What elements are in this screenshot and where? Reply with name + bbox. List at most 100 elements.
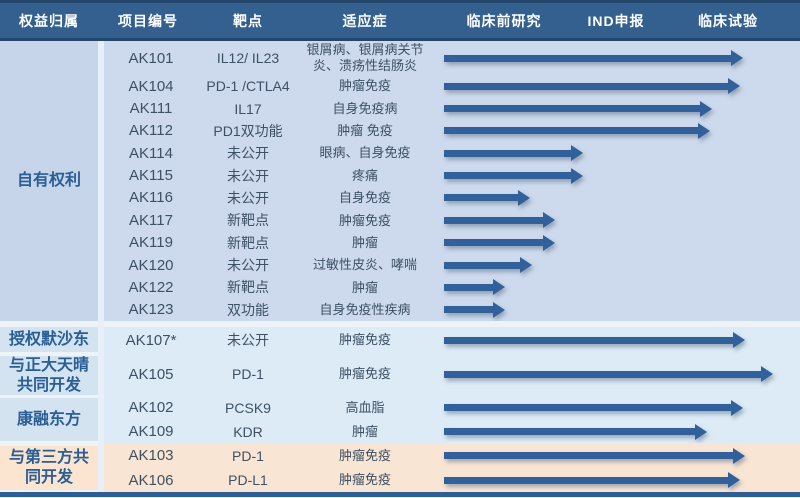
indication-value: 疼痛 (351, 167, 378, 183)
indication-value: 肿瘤免疫 (338, 472, 391, 488)
target-value: KDR (233, 423, 263, 440)
table-row: AK117 新靶点 肿瘤免疫 (104, 209, 800, 231)
table-row: AK105 PD-1 肿瘤免疫 (104, 353, 800, 395)
project-code: AK106 (128, 471, 174, 489)
header-ownership: 权益归属 (19, 12, 79, 29)
owner-label-third-party: 与第三方共同开发 (0, 446, 98, 490)
header-ind-filing: IND申报 (587, 12, 645, 29)
table-row: AK107* 未公开 肿瘤免疫 (104, 327, 800, 353)
project-code: AK120 (128, 256, 174, 274)
table-row: AK119 新靶点 肿瘤 (104, 232, 800, 254)
progress-arrow (444, 476, 728, 484)
progress-arrow (444, 404, 731, 411)
indication-value: 眼病、自身免疫 (319, 145, 411, 161)
project-code: AK111 (129, 100, 173, 118)
project-code: AK115 (129, 167, 173, 185)
target-value: 双功能 (227, 301, 269, 318)
section-licensed: 授权默沙东 与正大天晴共同开发 康融东方 AK107* 未公开 肿瘤免疫 AK1… (0, 327, 800, 443)
table-row: AK103 PD-1 肿瘤免疫 (104, 443, 800, 468)
bottom-border (0, 492, 800, 497)
target-value: 未公开 (227, 145, 269, 162)
progress-arrow (444, 336, 733, 344)
table-row: AK120 未公开 过敏性皮炎、哮喘 (104, 254, 800, 276)
progress-arrow (444, 216, 543, 224)
progress-arrow (444, 105, 700, 113)
project-code: AK105 (128, 365, 174, 383)
target-value: 新靶点 (227, 279, 269, 296)
table-row: AK104 PD-1 /CTLA4 肿瘤免疫 (104, 75, 800, 97)
table-row: AK111 IL17 自身免疫病 (104, 97, 800, 119)
progress-arrow (444, 194, 518, 202)
indication-value: 肿瘤 (351, 234, 378, 250)
project-code: AK107* (125, 331, 177, 349)
progress-arrow (444, 370, 761, 378)
progress-arrow (444, 452, 733, 459)
progress-arrow (444, 82, 728, 90)
progress-arrow (444, 127, 698, 135)
table-row: AK122 新靶点 肿瘤 (104, 276, 800, 298)
section-third-party: 与第三方共同开发 AK103 PD-1 肿瘤免疫 AK106 PD-L1 肿瘤免… (0, 443, 800, 492)
project-code: AK117 (129, 211, 173, 229)
target-value: PD1双功能 (213, 122, 283, 139)
table-row: AK116 未公开 自身免疫 (104, 187, 800, 209)
target-value: PD-1 /CTLA4 (206, 78, 290, 95)
indication-value: 肿瘤免疫 (338, 366, 391, 382)
progress-arrow (444, 261, 520, 269)
section-licensed-body: AK107* 未公开 肿瘤免疫 AK105 PD-1 肿瘤免疫 AK102 PC… (104, 327, 800, 443)
header-project-code: 项目编号 (118, 12, 178, 29)
section-own-rights-body: AK101 IL12/ IL23 银屑病、银屑病关节炎、溃疡性结肠炎 AK104… (104, 41, 800, 321)
indication-value: 肿瘤 (351, 279, 378, 295)
progress-arrow (444, 149, 571, 157)
target-value: PCSK9 (225, 399, 271, 416)
owner-label-kangrong: 康融东方 (0, 398, 98, 441)
header-indication: 适应症 (342, 12, 388, 29)
top-border (0, 0, 800, 3)
target-value: 未公开 (227, 189, 269, 206)
owner-label-own-rights: 自有权利 (0, 41, 98, 321)
header-clinical-trial: 临床试验 (698, 12, 758, 29)
project-code: AK103 (128, 447, 174, 464)
section-third-party-body: AK103 PD-1 肿瘤免疫 AK106 PD-L1 肿瘤免疫 (104, 443, 800, 492)
table-row: AK106 PD-L1 肿瘤免疫 (104, 468, 800, 492)
target-value: IL17 (234, 100, 262, 117)
indication-value: 自身免疫病 (332, 100, 398, 116)
target-value: PD-1 (232, 366, 264, 382)
progress-arrow (444, 54, 731, 62)
indication-value: 银屑病、银屑病关节炎、溃疡性结肠炎 (306, 42, 424, 73)
header-target: 靶点 (233, 12, 263, 29)
header-row: 权益归属 项目编号 靶点 适应症 临床前研究 IND申报 临床试验 (0, 3, 800, 41)
indication-value: 肿瘤免疫 (338, 212, 391, 228)
owner-label-chiatai-tianqing: 与正大天晴共同开发 (0, 356, 98, 395)
target-value: 未公开 (227, 167, 269, 184)
project-code: AK119 (129, 234, 173, 252)
table-row: AK115 未公开 疼痛 (104, 164, 800, 186)
progress-arrow (444, 306, 493, 314)
project-code: AK104 (128, 77, 174, 95)
project-code: AK122 (128, 278, 174, 296)
indication-value: 高血脂 (345, 399, 385, 415)
table-row: AK101 IL12/ IL23 银屑病、银屑病关节炎、溃疡性结肠炎 (104, 41, 800, 75)
target-value: 未公开 (227, 257, 269, 274)
indication-value: 自身免疫 (338, 190, 391, 206)
project-code: AK114 (129, 144, 173, 162)
progress-arrow (444, 283, 493, 291)
progress-arrow (444, 239, 543, 247)
table-row: AK114 未公开 眼病、自身免疫 (104, 142, 800, 164)
indication-value: 肿瘤免疫 (338, 78, 391, 94)
target-value: PD-L1 (228, 472, 268, 488)
progress-arrow (444, 428, 695, 435)
table-row: AK109 KDR 肿瘤 (104, 420, 800, 443)
section-separator (0, 321, 800, 327)
target-value: 新靶点 (227, 212, 269, 229)
indication-value: 肿瘤免疫 (338, 447, 391, 463)
project-code: AK102 (128, 399, 174, 416)
target-value: 未公开 (227, 332, 269, 348)
indication-value: 肿瘤 (351, 423, 378, 439)
indication-value: 过敏性皮炎、哮喘 (312, 257, 417, 273)
project-code: AK123 (128, 301, 174, 319)
target-value: PD-1 (232, 447, 264, 464)
table-row: AK102 PCSK9 高血脂 (104, 395, 800, 420)
indication-value: 肿瘤 免疫 (337, 123, 393, 139)
owner-label-merck: 授权默沙东 (0, 327, 98, 352)
